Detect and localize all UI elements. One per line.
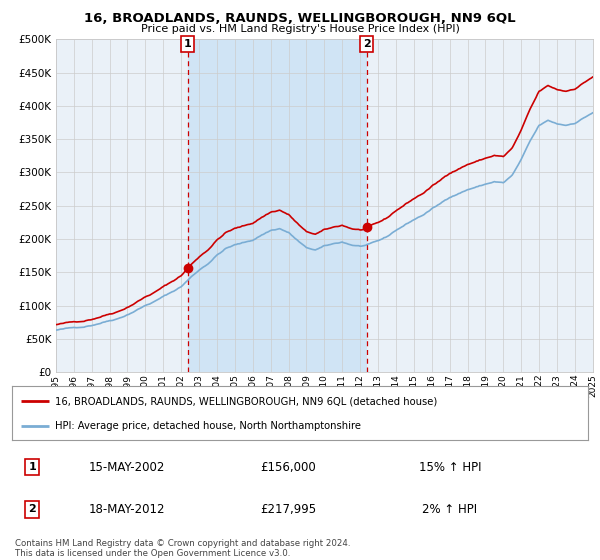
Text: 16, BROADLANDS, RAUNDS, WELLINGBOROUGH, NN9 6QL: 16, BROADLANDS, RAUNDS, WELLINGBOROUGH, … (84, 12, 516, 25)
Text: £217,995: £217,995 (260, 503, 317, 516)
Text: Contains HM Land Registry data © Crown copyright and database right 2024.
This d: Contains HM Land Registry data © Crown c… (15, 539, 350, 558)
Text: 1: 1 (28, 462, 36, 472)
Text: 2: 2 (363, 39, 371, 49)
Text: 2% ↑ HPI: 2% ↑ HPI (422, 503, 478, 516)
Text: 2: 2 (28, 505, 36, 514)
Text: 1: 1 (184, 39, 191, 49)
Text: HPI: Average price, detached house, North Northamptonshire: HPI: Average price, detached house, Nort… (55, 421, 361, 431)
Text: £156,000: £156,000 (260, 460, 316, 474)
Text: 16, BROADLANDS, RAUNDS, WELLINGBOROUGH, NN9 6QL (detached house): 16, BROADLANDS, RAUNDS, WELLINGBOROUGH, … (55, 396, 437, 407)
Text: 15% ↑ HPI: 15% ↑ HPI (419, 460, 481, 474)
Text: 15-MAY-2002: 15-MAY-2002 (89, 460, 166, 474)
Text: 18-MAY-2012: 18-MAY-2012 (89, 503, 166, 516)
Text: Price paid vs. HM Land Registry's House Price Index (HPI): Price paid vs. HM Land Registry's House … (140, 24, 460, 34)
Bar (188, 39, 367, 372)
